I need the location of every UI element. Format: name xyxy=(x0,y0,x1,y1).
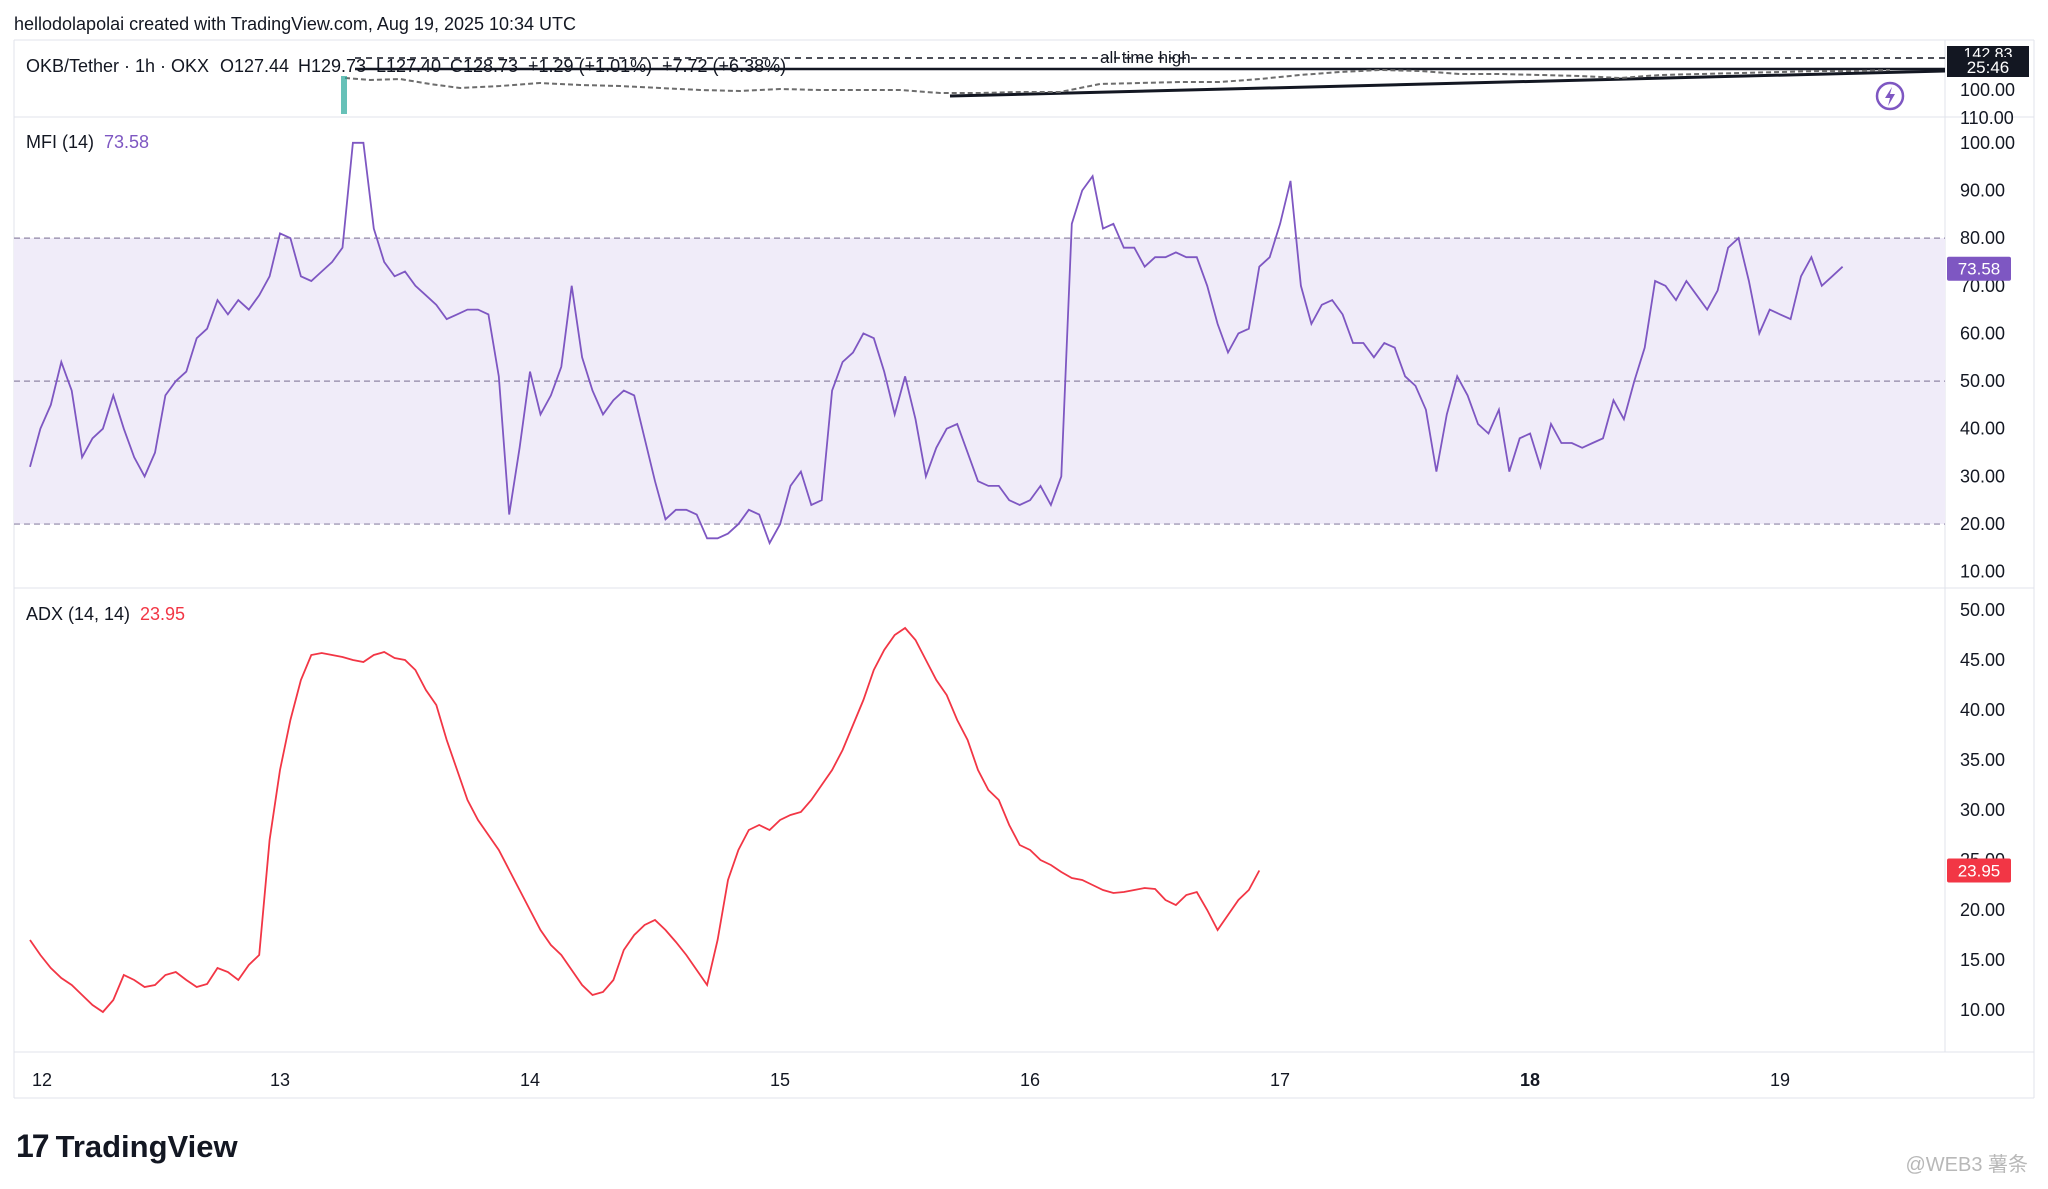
price-axis-tick-100: 100.00 xyxy=(1960,80,2015,100)
y-tick-label: 50.00 xyxy=(1960,371,2005,391)
big-candle xyxy=(341,76,347,114)
x-tick-label: 13 xyxy=(270,1070,290,1090)
y-tick-label: 70.00 xyxy=(1960,276,2005,296)
tradingview-logo-text: TradingView xyxy=(55,1128,238,1164)
watermark: @WEB3 薯条 xyxy=(1905,1154,2028,1176)
y-tick-label: 90.00 xyxy=(1960,180,2005,200)
x-tick-label: 18 xyxy=(1520,1070,1540,1090)
price-axis-tick-110: 110.00 xyxy=(1960,108,2014,128)
mfi-current-value: 73.58 xyxy=(104,132,149,152)
price-legend-change: +1.29 (+1.01%) xyxy=(528,56,652,76)
tradingview-logo-icon: 17 xyxy=(16,1128,50,1164)
price-legend-vol: +7.72 (+6.38%) xyxy=(662,56,786,76)
y-tick-label: 15.00 xyxy=(1960,950,2005,970)
y-tick-label: 30.00 xyxy=(1960,800,2005,820)
chart-credit: hellodolapolai created with TradingView.… xyxy=(14,14,577,34)
adx-series-line xyxy=(29,626,1261,1014)
y-tick-label: 40.00 xyxy=(1960,700,2005,720)
y-tick-label: 35.00 xyxy=(1960,750,2005,770)
price-legend-symbol: OKB/Tether · 1h · OKX xyxy=(26,56,209,76)
price-legend-high: H129.73 xyxy=(298,56,366,76)
y-tick-label: 45.00 xyxy=(1960,650,2005,670)
mfi-series-line xyxy=(29,141,1844,546)
countdown-tag xyxy=(1947,57,2029,77)
y-tick-label: 30.00 xyxy=(1960,466,2005,486)
adx-pane: 10.0015.0020.0025.0030.0035.0040.0045.00… xyxy=(26,600,2011,1020)
price-candles-line xyxy=(344,68,1891,94)
mfi-pane: 10.00 20.00 30.00 40.00 50.00 60.00 70.00 80.00… xyxy=(14,132,2015,582)
mfi-title: MFI (14) xyxy=(26,132,94,152)
y-tick-label: 100.00 xyxy=(1960,133,2015,153)
adx-value-tag-label: 23.95 xyxy=(1958,862,2001,881)
ath-annotation: all time high xyxy=(1100,48,1191,67)
tradingview-logo[interactable]: 17 TradingView xyxy=(16,1128,238,1165)
price-pane: OKB/Tether · 1h · OKX O127.44 H129.73 L1… xyxy=(26,46,2029,128)
y-tick-label: 20.00 xyxy=(1960,514,2005,534)
mfi-value-tag-label: 73.58 xyxy=(1958,260,2001,279)
x-tick-label: 19 xyxy=(1770,1070,1790,1090)
x-tick-label: 12 xyxy=(32,1070,52,1090)
y-tick-label: 40.00 xyxy=(1960,419,2005,439)
x-tick-label: 17 xyxy=(1270,1070,1290,1090)
y-tick-label: 50.00 xyxy=(1960,600,2005,620)
y-tick-label: 60.00 xyxy=(1960,323,2005,343)
x-tick-label: 15 xyxy=(770,1070,790,1090)
x-tick-label: 14 xyxy=(520,1070,540,1090)
price-legend-close: C128.73 xyxy=(450,56,518,76)
lightning-icon[interactable] xyxy=(1875,81,1905,111)
price-legend-open: O127.44 xyxy=(220,56,289,76)
price-legend-low: L127.40 xyxy=(376,56,441,76)
y-tick-label: 10.00 xyxy=(1960,1000,2005,1020)
time-axis: 12 13 14 15 16 17 18 19 xyxy=(32,1070,1790,1090)
countdown-tag-label: 25:46 xyxy=(1967,58,2010,77)
adx-current-value: 23.95 xyxy=(140,604,185,624)
mfi-value-tag xyxy=(1947,256,2011,281)
x-tick-label: 16 xyxy=(1020,1070,1040,1090)
y-tick-label: 20.00 xyxy=(1960,900,2005,920)
y-tick-label: 80.00 xyxy=(1960,228,2005,248)
y-tick-label: 10.00 xyxy=(1960,562,2005,582)
adx-value-tag xyxy=(1947,858,2011,883)
adx-title: ADX (14, 14) xyxy=(26,604,130,624)
trend-line xyxy=(949,69,1946,98)
